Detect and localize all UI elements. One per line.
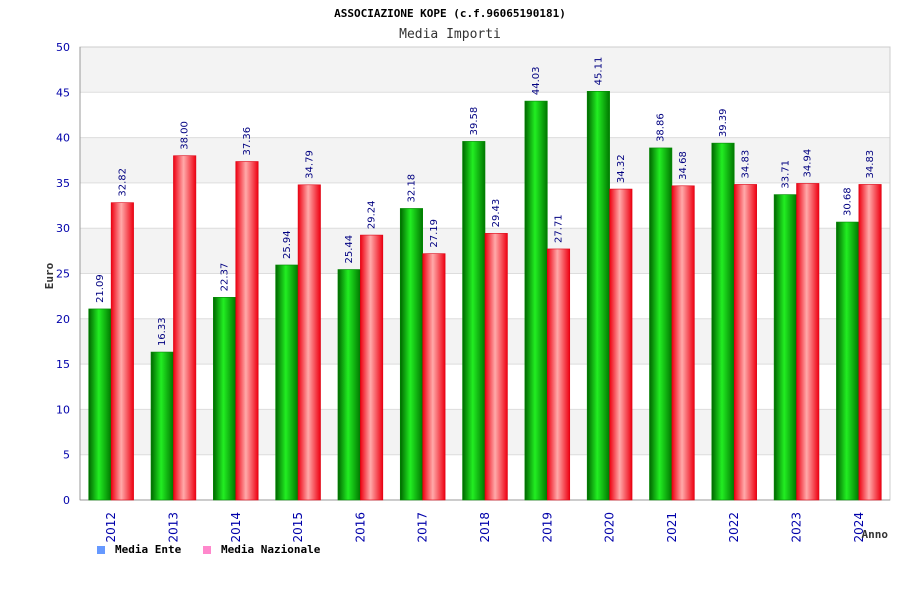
value-label: 34.32 — [616, 154, 627, 183]
bar-media-ente-2012 — [88, 308, 112, 501]
bar-media-ente-2016 — [337, 269, 361, 501]
bar-media-nazionale-2017 — [422, 253, 446, 501]
bar-media-ente-2024 — [836, 221, 860, 501]
bar-media-ente-2021 — [649, 147, 673, 501]
y-axis-label: Euro — [43, 262, 56, 289]
bar-media-ente-2017 — [399, 208, 423, 501]
bar-media-ente-2014 — [213, 297, 237, 501]
value-label: 44.03 — [531, 66, 542, 95]
value-label: 39.58 — [469, 107, 480, 136]
value-label: 27.71 — [554, 214, 565, 243]
grid-band — [80, 92, 890, 138]
x-tick-label: 2015 — [291, 512, 305, 543]
value-label: 16.33 — [157, 317, 168, 346]
y-tick-label: 40 — [56, 132, 70, 145]
x-tick-label: 2019 — [540, 512, 554, 543]
bar-media-ente-2018 — [462, 141, 486, 501]
x-tick-label: 2024 — [852, 512, 866, 543]
x-tick-labels: 2012 2013 2014 2015 2016 2017 2018 2019 2020 2021… — [104, 512, 866, 543]
x-tick-label: 2014 — [229, 512, 243, 543]
bar-media-nazionale-2012 — [110, 202, 134, 501]
value-labels: 21.09 32.82 16.33 38.00 22.37 37.36 25.94 34.79… — [95, 57, 876, 346]
value-label: 38.00 — [180, 121, 191, 150]
x-tick-label: 2022 — [727, 512, 741, 543]
x-tick-label: 2016 — [353, 512, 367, 543]
value-label: 25.44 — [344, 235, 355, 264]
value-label: 30.68 — [843, 187, 854, 216]
y-tick-labels: 0 5 10 15 20 25 30 35 40 45 50 — [56, 41, 70, 507]
value-label: 21.09 — [95, 274, 106, 303]
legend-swatch-media-ente — [97, 546, 105, 554]
bar-media-nazionale-2018 — [484, 233, 508, 501]
bar-media-nazionale-2015 — [297, 184, 321, 501]
y-tick-label: 50 — [56, 41, 70, 54]
value-label: 34.83 — [865, 150, 876, 179]
x-tick-label: 2023 — [790, 512, 804, 543]
value-label: 32.18 — [406, 174, 417, 203]
y-tick-label: 35 — [56, 177, 70, 190]
value-label: 38.86 — [656, 113, 667, 142]
legend-label-media-nazionale: Media Nazionale — [221, 543, 321, 556]
grid-band — [80, 47, 890, 93]
value-label: 34.68 — [678, 151, 689, 180]
value-label: 25.94 — [282, 230, 293, 259]
x-tick-label: 2020 — [603, 512, 617, 543]
legend-label-media-ente: Media Ente — [115, 543, 182, 556]
value-label: 29.24 — [367, 200, 378, 229]
value-label: 34.79 — [304, 150, 315, 179]
bars — [88, 91, 882, 501]
value-label: 22.37 — [220, 263, 231, 292]
x-axis-label: Anno — [862, 528, 889, 541]
y-tick-label: 5 — [63, 449, 70, 462]
value-label: 39.39 — [718, 108, 729, 137]
bar-media-nazionale-2020 — [609, 188, 633, 501]
value-label: 29.43 — [491, 199, 502, 228]
bar-media-ente-2015 — [275, 264, 299, 501]
bar-media-nazionale-2023 — [796, 183, 820, 501]
value-label: 34.83 — [740, 150, 751, 179]
chart-title: ASSOCIAZIONE KOPE (c.f.96065190181) — [334, 7, 566, 20]
bar-media-ente-2013 — [150, 351, 174, 501]
y-tick-label: 10 — [56, 403, 70, 416]
chart-subtitle: Media Importi — [399, 27, 501, 42]
x-tick-label: 2017 — [416, 512, 430, 543]
value-label: 27.19 — [429, 219, 440, 248]
y-tick-label: 30 — [56, 222, 70, 235]
y-tick-label: 15 — [56, 358, 70, 371]
y-tick-label: 25 — [56, 268, 70, 281]
bar-media-nazionale-2013 — [173, 155, 197, 501]
x-tick-label: 2018 — [478, 512, 492, 543]
bar-media-ente-2023 — [773, 194, 797, 501]
legend-swatch-media-nazionale — [203, 546, 211, 554]
bar-media-ente-2022 — [711, 142, 735, 501]
bar-media-nazionale-2021 — [671, 185, 695, 501]
bar-media-nazionale-2019 — [547, 248, 571, 501]
x-tick-label: 2012 — [104, 512, 118, 543]
bar-media-nazionale-2016 — [360, 234, 384, 501]
bar-media-nazionale-2014 — [235, 161, 259, 501]
value-label: 37.36 — [242, 127, 253, 156]
bar-media-ente-2019 — [524, 100, 548, 501]
y-tick-label: 0 — [63, 494, 70, 507]
value-label: 45.11 — [593, 57, 604, 86]
value-label: 33.71 — [780, 160, 791, 189]
x-tick-label: 2013 — [166, 512, 180, 543]
y-tick-label: 45 — [56, 86, 70, 99]
value-label: 32.82 — [117, 168, 128, 197]
legend: Media Ente Media Nazionale — [97, 543, 321, 556]
y-tick-label: 20 — [56, 313, 70, 326]
x-tick-label: 2021 — [665, 512, 679, 543]
value-label: 34.94 — [803, 149, 814, 178]
bar-media-ente-2020 — [586, 91, 610, 501]
bar-media-nazionale-2022 — [733, 184, 757, 501]
bar-media-nazionale-2024 — [858, 184, 882, 501]
